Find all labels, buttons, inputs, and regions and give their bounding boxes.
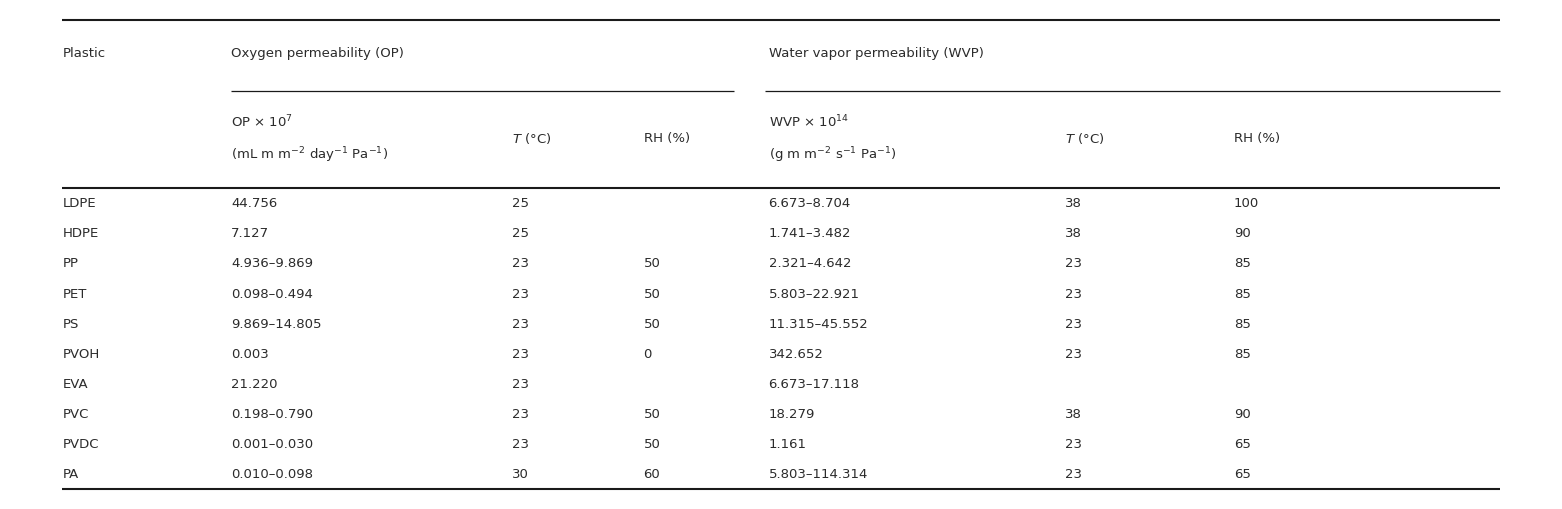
Text: PVOH: PVOH (62, 347, 100, 360)
Text: 23: 23 (512, 347, 530, 360)
Text: 23: 23 (1065, 317, 1082, 330)
Text: 6.673–8.704: 6.673–8.704 (769, 197, 851, 210)
Text: 50: 50 (644, 437, 661, 450)
Text: 25: 25 (512, 227, 530, 240)
Text: PA: PA (62, 467, 78, 480)
Text: 23: 23 (1065, 257, 1082, 270)
Text: 0.098–0.494: 0.098–0.494 (231, 287, 312, 300)
Text: 23: 23 (512, 287, 530, 300)
Text: PVC: PVC (62, 407, 89, 420)
Text: WVP × 10$^{14}$: WVP × 10$^{14}$ (769, 114, 848, 130)
Text: 23: 23 (1065, 287, 1082, 300)
Text: EVA: EVA (62, 377, 87, 390)
Text: 9.869–14.805: 9.869–14.805 (231, 317, 322, 330)
Text: PVDC: PVDC (62, 437, 98, 450)
Text: 44.756: 44.756 (231, 197, 278, 210)
Text: 25: 25 (512, 197, 530, 210)
Text: 38: 38 (1065, 197, 1082, 210)
Text: 38: 38 (1065, 407, 1082, 420)
Text: PET: PET (62, 287, 87, 300)
Text: 100: 100 (1234, 197, 1259, 210)
Text: $T$ (°C): $T$ (°C) (1065, 131, 1104, 146)
Text: 65: 65 (1234, 467, 1251, 480)
Text: PS: PS (62, 317, 78, 330)
Text: 50: 50 (644, 407, 661, 420)
Text: 38: 38 (1065, 227, 1082, 240)
Text: (g m m$^{-2}$ s$^{-1}$ Pa$^{-1}$): (g m m$^{-2}$ s$^{-1}$ Pa$^{-1}$) (769, 146, 897, 165)
Text: Plastic: Plastic (62, 47, 106, 60)
Text: Water vapor permeability (WVP): Water vapor permeability (WVP) (769, 47, 984, 60)
Text: LDPE: LDPE (62, 197, 97, 210)
Text: 0.003: 0.003 (231, 347, 269, 360)
Text: 23: 23 (512, 257, 530, 270)
Text: 85: 85 (1234, 257, 1251, 270)
Text: 23: 23 (512, 407, 530, 420)
Text: 65: 65 (1234, 437, 1251, 450)
Text: 50: 50 (644, 287, 661, 300)
Text: HDPE: HDPE (62, 227, 98, 240)
Text: 342.652: 342.652 (769, 347, 823, 360)
Text: 7.127: 7.127 (231, 227, 269, 240)
Text: RH (%): RH (%) (1234, 132, 1281, 145)
Text: 50: 50 (644, 317, 661, 330)
Text: 0.001–0.030: 0.001–0.030 (231, 437, 314, 450)
Text: 30: 30 (512, 467, 530, 480)
Text: 85: 85 (1234, 287, 1251, 300)
Text: 0.198–0.790: 0.198–0.790 (231, 407, 314, 420)
Text: 4.936–9.869: 4.936–9.869 (231, 257, 312, 270)
Text: 23: 23 (1065, 437, 1082, 450)
Text: 5.803–114.314: 5.803–114.314 (769, 467, 868, 480)
Text: 23: 23 (512, 317, 530, 330)
Text: 1.741–3.482: 1.741–3.482 (769, 227, 851, 240)
Text: RH (%): RH (%) (644, 132, 690, 145)
Text: 0: 0 (644, 347, 651, 360)
Text: OP × 10$^{7}$: OP × 10$^{7}$ (231, 114, 294, 130)
Text: 90: 90 (1234, 227, 1251, 240)
Text: 50: 50 (644, 257, 661, 270)
Text: (mL m m$^{-2}$ day$^{-1}$ Pa$^{-1}$): (mL m m$^{-2}$ day$^{-1}$ Pa$^{-1}$) (231, 146, 389, 165)
Text: 85: 85 (1234, 317, 1251, 330)
Text: 11.315–45.552: 11.315–45.552 (769, 317, 868, 330)
Text: 23: 23 (1065, 347, 1082, 360)
Text: 60: 60 (644, 467, 661, 480)
Text: 1.161: 1.161 (769, 437, 806, 450)
Text: 6.673–17.118: 6.673–17.118 (769, 377, 859, 390)
Text: 18.279: 18.279 (769, 407, 815, 420)
Text: 90: 90 (1234, 407, 1251, 420)
Text: 21.220: 21.220 (231, 377, 278, 390)
Text: 23: 23 (1065, 467, 1082, 480)
Text: 23: 23 (512, 377, 530, 390)
Text: PP: PP (62, 257, 78, 270)
Text: 85: 85 (1234, 347, 1251, 360)
Text: 2.321–4.642: 2.321–4.642 (769, 257, 851, 270)
Text: 5.803–22.921: 5.803–22.921 (769, 287, 859, 300)
Text: 0.010–0.098: 0.010–0.098 (231, 467, 312, 480)
Text: $T$ (°C): $T$ (°C) (512, 131, 551, 146)
Text: Oxygen permeability (OP): Oxygen permeability (OP) (231, 47, 405, 60)
Text: 23: 23 (512, 437, 530, 450)
